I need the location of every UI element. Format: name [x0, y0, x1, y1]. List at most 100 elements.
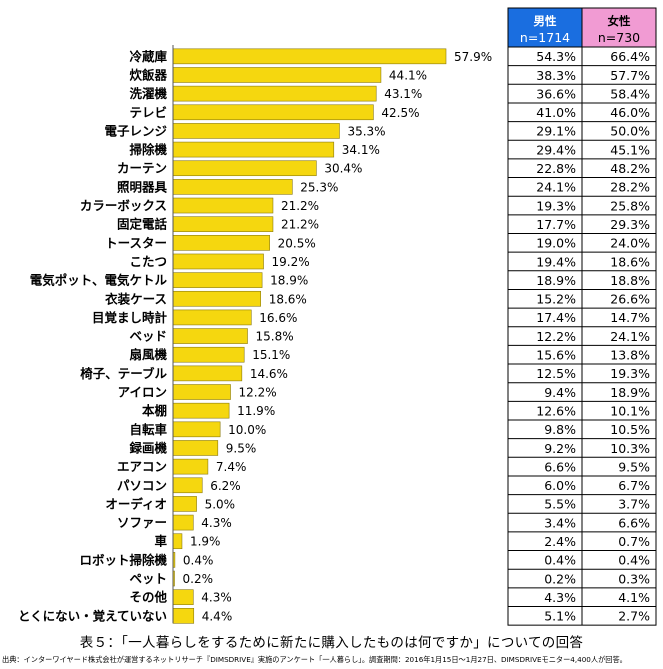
bar [172, 514, 194, 531]
female-value: 50.0% [610, 124, 650, 139]
category-label: 照明器具 [117, 179, 168, 194]
category-label: パソコン [117, 478, 167, 493]
source-note: 出典：インターワイヤード株式会社が運営するネットリサーチ『DIMSDRIVE』実… [2, 655, 627, 664]
category-label: ペット [129, 571, 167, 586]
male-value: 9.8% [544, 422, 576, 437]
female-value: 18.8% [610, 273, 650, 288]
value-label: 0.2% [183, 572, 214, 586]
female-value: 26.6% [610, 292, 650, 307]
value-label: 42.5% [381, 106, 419, 120]
female-value: 10.3% [610, 441, 650, 456]
female-value: 18.6% [610, 254, 650, 269]
male-value: 41.0% [536, 105, 576, 120]
value-label: 7.4% [216, 460, 247, 474]
male-value: 6.6% [544, 459, 576, 474]
bar [172, 533, 183, 550]
female-value: 6.6% [618, 515, 650, 530]
category-label: とくにない・覚えていない [18, 608, 167, 623]
value-label: 57.9% [454, 50, 492, 64]
male-value: 22.8% [536, 161, 576, 176]
value-label: 21.2% [281, 199, 319, 213]
male-value: 15.6% [536, 348, 576, 363]
bar [172, 160, 317, 177]
female-value: 28.2% [610, 180, 650, 195]
bar [172, 589, 194, 605]
female-value: 6.7% [618, 478, 650, 493]
female-value: 0.3% [618, 571, 650, 586]
female-value: 13.8% [610, 348, 650, 363]
value-label: 30.4% [324, 162, 362, 176]
bar [172, 85, 377, 102]
category-label: 自転車 [129, 422, 167, 437]
value-label: 9.5% [226, 441, 256, 455]
value-label: 16.6% [259, 311, 297, 325]
value-label: 12.2% [239, 386, 277, 400]
bar [172, 235, 270, 251]
male-header-n: n=1714 [520, 30, 570, 45]
bar [172, 48, 447, 65]
male-value: 6.0% [544, 478, 576, 493]
male-value: 0.2% [544, 571, 576, 586]
male-value: 15.2% [536, 292, 576, 307]
bar [172, 402, 230, 419]
category-label: オーディオ [105, 496, 167, 511]
bar [172, 67, 382, 83]
category-label: 録画機 [129, 440, 167, 455]
male-value: 19.0% [536, 236, 576, 251]
female-value: 10.1% [610, 403, 650, 418]
bar [172, 440, 219, 456]
female-header-label: 女性 [608, 14, 631, 28]
male-value: 3.4% [544, 515, 576, 530]
female-value: 4.1% [618, 590, 650, 605]
value-label: 10.0% [228, 423, 266, 437]
value-label: 15.8% [255, 330, 293, 344]
female-value: 19.3% [610, 366, 650, 381]
bar [172, 496, 197, 512]
bar [172, 197, 274, 214]
value-label: 21.2% [281, 218, 319, 232]
female-value: 24.0% [610, 236, 650, 251]
female-value: 45.1% [610, 142, 650, 157]
bar [172, 216, 274, 232]
value-label: 5.0% [205, 497, 236, 511]
male-value: 12.5% [536, 366, 576, 381]
female-value: 25.8% [610, 198, 650, 213]
category-label: 電気ポット、電気ケトル [30, 273, 168, 288]
category-label: こたつ [129, 254, 167, 269]
female-value: 24.1% [610, 329, 650, 344]
female-value: 66.4% [610, 49, 650, 64]
bar [172, 141, 335, 158]
bar [172, 290, 261, 307]
category-label: アイロン [118, 385, 167, 400]
female-value: 2.7% [618, 609, 650, 624]
bar [172, 104, 374, 121]
category-label: 車 [154, 534, 167, 549]
bar [172, 458, 209, 475]
male-value: 2.4% [544, 534, 576, 549]
female-value: 58.4% [610, 86, 650, 101]
bar [172, 608, 195, 624]
male-header-label: 男性 [534, 14, 557, 28]
category-label: ベッド [129, 329, 167, 344]
category-label: ロボット掃除機 [79, 552, 167, 567]
value-label: 6.2% [210, 479, 241, 493]
bar [172, 253, 264, 270]
female-value: 29.3% [610, 217, 650, 232]
category-label: 固定電話 [117, 217, 168, 232]
male-value: 54.3% [536, 49, 576, 64]
value-label: 0.4% [183, 553, 214, 567]
value-label: 19.2% [272, 255, 310, 269]
male-value: 5.5% [544, 497, 576, 512]
category-label: 椅子、テーブル [80, 366, 167, 381]
male-value: 5.1% [544, 609, 576, 624]
male-header-cell [507, 7, 583, 48]
female-value: 0.7% [618, 534, 650, 549]
category-label: テレビ [129, 105, 167, 120]
category-label: 洗濯機 [129, 86, 167, 101]
value-label: 20.5% [278, 236, 316, 250]
value-label: 18.6% [269, 292, 307, 306]
bar-chart: 男性 n=1714 女性 n=730 冷蔵庫 57.9% 54.3% 66.4% 炊飯器 44.1… [18, 7, 657, 626]
bar [172, 384, 231, 400]
value-label: 4.3% [201, 591, 232, 605]
male-value: 18.9% [536, 273, 576, 288]
